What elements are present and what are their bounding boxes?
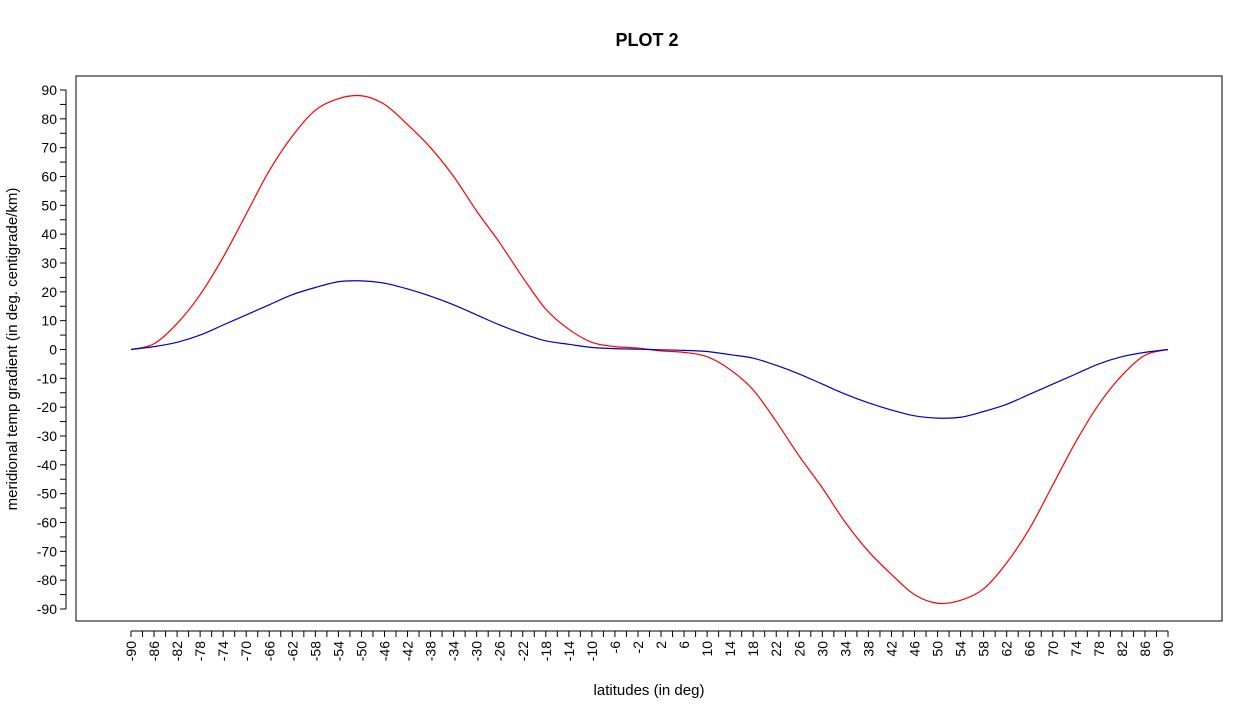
x-tick-label: -78 [192,641,208,661]
x-tick-label: -50 [353,641,369,661]
y-tick-label: -40 [37,457,57,473]
x-tick-label: 78 [1091,641,1107,657]
x-tick-label: -18 [538,641,554,661]
x-tick-label: 2 [653,641,669,649]
y-tick-label: 40 [41,226,57,242]
y-tick-label: 60 [41,169,57,185]
x-tick-label: 14 [722,641,738,657]
x-tick-label: -58 [307,641,323,661]
x-tick-label: -22 [515,641,531,661]
x-tick-label: -30 [469,641,485,661]
x-axis-label: latitudes (in deg) [594,682,705,699]
x-tick-label: -6 [607,641,623,654]
x-tick-label: 66 [1022,641,1038,657]
x-tick-label: 6 [676,641,692,649]
y-axis: 90 80 70 60 50 40 30 20 10 0 -10 -20 -30 -40 -50 -60 -70… [37,82,67,617]
x-tick-label: 18 [745,641,761,657]
x-tick-label: -46 [376,641,392,661]
y-tick-label: -80 [37,572,57,588]
y-axis-label: meridional temp gradient (in deg. centig… [4,188,21,511]
x-tick-label: 38 [860,641,876,657]
x-tick-label: 82 [1114,641,1130,657]
x-tick-label: 10 [699,641,715,657]
y-tick-label: -50 [37,486,57,502]
x-tick-label: -90 [123,641,139,661]
x-tick-label: -62 [284,641,300,661]
x-tick-label: 70 [1045,641,1061,657]
x-tick-label: -26 [492,641,508,661]
y-tick-label: -60 [37,515,57,531]
y-tick-label: 70 [41,140,57,156]
x-tick-label: 34 [837,641,853,657]
x-tick-label: 46 [907,641,923,657]
x-tick-label: -42 [400,641,416,661]
x-tick-label: 74 [1068,641,1084,657]
x-tick-label: 50 [930,641,946,657]
y-tick-label: -10 [37,370,57,386]
y-tick-label: 0 [49,342,57,358]
x-tick-label: 30 [814,641,830,657]
x-tick-label: 86 [1137,641,1153,657]
y-tick-label: 50 [41,197,57,213]
y-tick-label: -90 [37,601,57,617]
x-tick-label: -70 [238,641,254,661]
y-tick-label: -70 [37,543,57,559]
chart-title: PLOT 2 [615,30,678,50]
series-layer [130,94,1169,605]
y-tick-label: 30 [41,255,57,271]
series-line-2 [130,280,1169,419]
x-tick-label: 42 [883,641,899,657]
y-tick-label: 80 [41,111,57,127]
x-tick-label: -74 [215,641,231,661]
y-tick-label: -30 [37,428,57,444]
x-tick-label: 62 [999,641,1015,657]
y-tick-label: 20 [41,284,57,300]
x-tick-label: 22 [768,641,784,657]
x-axis: -90 -86 -82 -78 -74 -70 -66 -62 -58 -54 -50 -46 -42-… [123,630,1176,661]
y-tick-label: 90 [41,82,57,98]
plot-frame [75,75,1223,622]
x-tick-label: -38 [423,641,439,661]
x-tick-label: -14 [561,641,577,661]
x-tick-label: 58 [976,641,992,657]
x-tick-label: 54 [953,641,969,657]
x-tick-label: -66 [261,641,277,661]
x-tick-label: -86 [146,641,162,661]
x-tick-label: -54 [330,641,346,661]
x-tick-label: 26 [791,641,807,657]
x-tick-label: 90 [1160,641,1176,657]
x-tick-label: -82 [169,641,185,661]
x-tick-label: -2 [630,641,646,654]
y-tick-label: 10 [41,313,57,329]
x-tick-label: -34 [446,641,462,661]
x-tick-label: -10 [584,641,600,661]
y-tick-label: -20 [37,399,57,415]
